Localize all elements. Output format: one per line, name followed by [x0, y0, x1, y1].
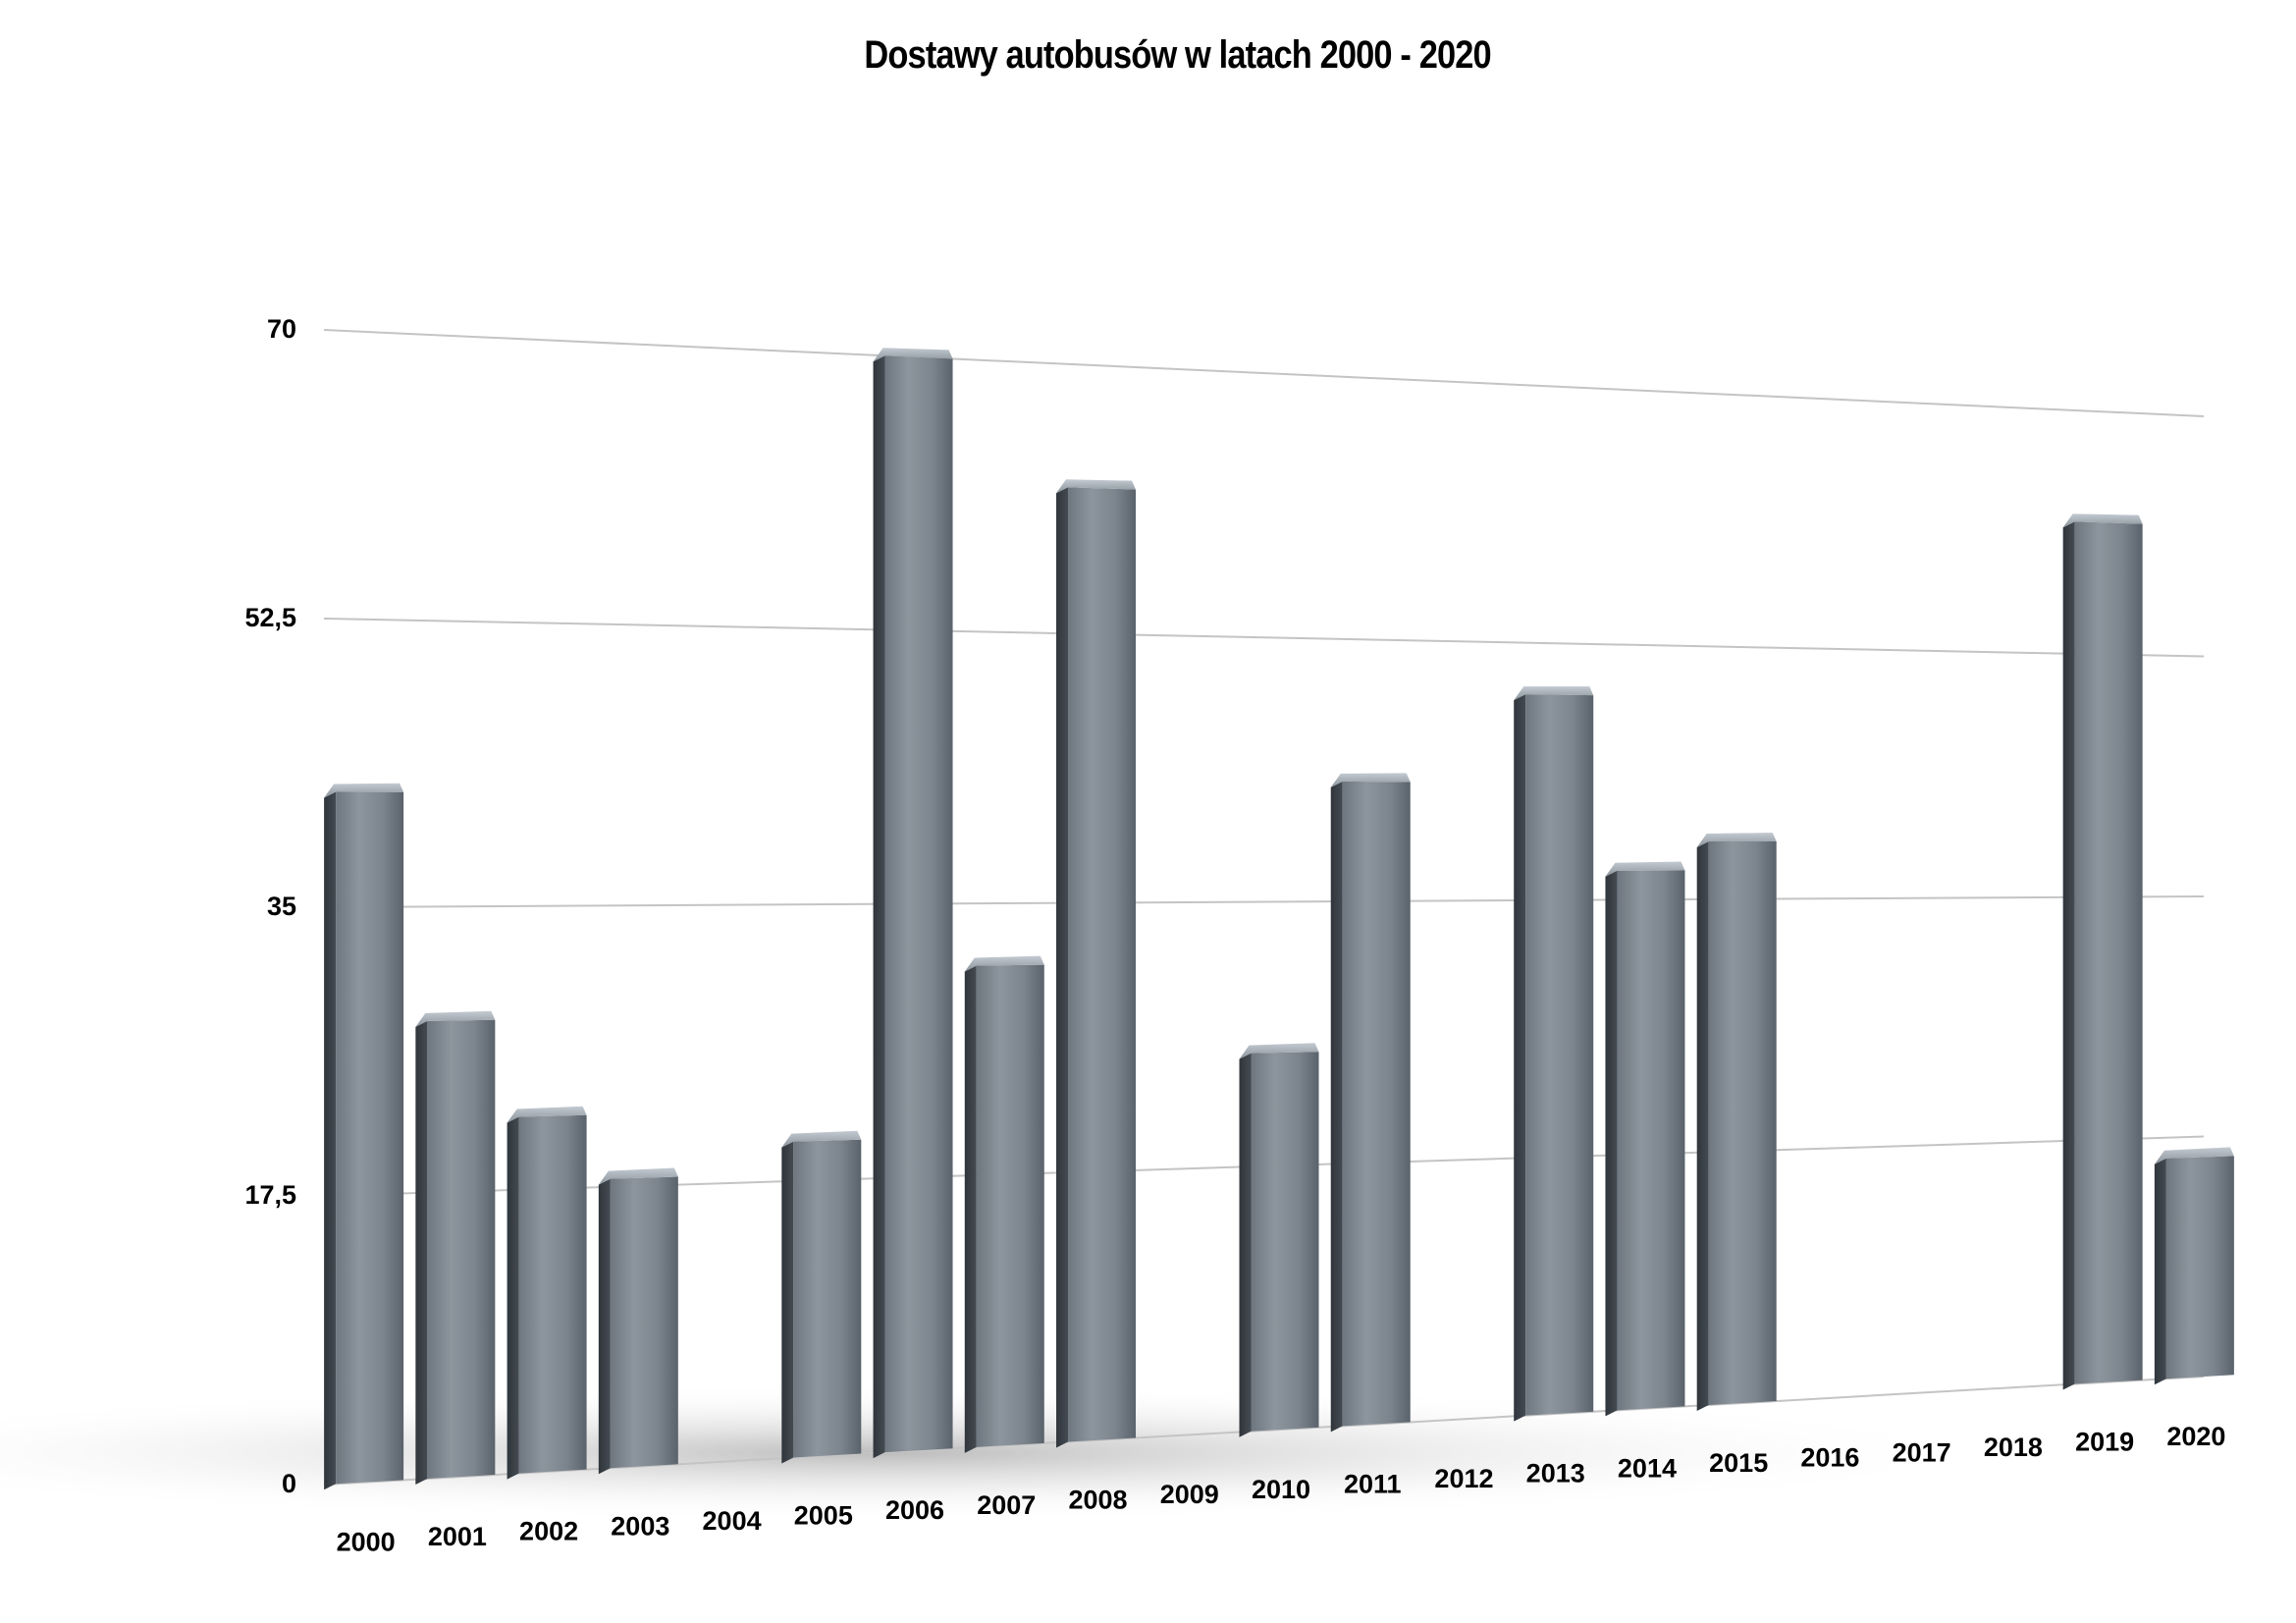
bar	[1514, 686, 1594, 1422]
bar	[324, 783, 404, 1490]
bar-face	[1251, 1052, 1319, 1432]
bar-face	[1617, 870, 1685, 1411]
bar-top	[964, 955, 1044, 972]
bar-top	[1696, 833, 1777, 848]
x-tick-label: 2019	[2075, 1428, 2134, 1457]
gridline	[323, 329, 2205, 417]
bar-top	[873, 348, 953, 362]
bar	[507, 1106, 587, 1480]
x-tick-label: 2012	[1434, 1464, 1493, 1493]
x-tick-label: 2005	[794, 1501, 853, 1531]
bar	[598, 1167, 678, 1475]
bar-face	[1708, 841, 1777, 1405]
bar-face	[1342, 781, 1411, 1427]
x-tick-label: 2017	[1893, 1437, 1951, 1467]
bar	[2154, 1147, 2234, 1385]
gridline	[323, 895, 2205, 908]
bar-side	[964, 965, 977, 1453]
bar-top	[781, 1130, 862, 1148]
bar-top	[324, 783, 404, 798]
x-tick-label: 2007	[977, 1490, 1036, 1520]
bar-side	[1239, 1053, 1252, 1437]
bar	[1239, 1043, 1319, 1437]
x-tick-label: 2002	[519, 1517, 578, 1546]
bar	[1696, 833, 1777, 1411]
bar-side	[1330, 781, 1343, 1433]
x-tick-label: 2011	[1344, 1469, 1402, 1498]
bar-top	[598, 1167, 678, 1185]
bar	[1330, 773, 1411, 1433]
gridline	[323, 618, 2205, 658]
x-tick-label: 2006	[885, 1495, 944, 1525]
bar-face	[1525, 694, 1594, 1416]
bars	[324, 348, 2234, 1490]
bar-face	[2165, 1156, 2234, 1380]
y-tick-label: 35	[267, 892, 296, 921]
bar	[1605, 861, 1685, 1417]
bar-side	[873, 355, 885, 1459]
bar-face	[518, 1114, 587, 1474]
y-tick-label: 0	[282, 1469, 296, 1498]
bar	[1056, 479, 1137, 1448]
x-tick-label: 2010	[1252, 1475, 1310, 1504]
bar-side	[2154, 1158, 2166, 1385]
bar-side	[507, 1116, 519, 1480]
floor-shadow	[0, 1384, 2012, 1522]
x-tick-label: 2000	[337, 1527, 396, 1556]
x-tick-label: 2009	[1160, 1480, 1219, 1509]
bar	[415, 1010, 496, 1485]
bar-top	[2154, 1147, 2234, 1164]
bar	[964, 955, 1044, 1453]
bar-face	[884, 355, 953, 1453]
bar	[873, 348, 953, 1459]
bar	[2062, 514, 2143, 1390]
y-axis: 0 17,5 35 52,5 70	[244, 314, 296, 1498]
chart-title: Dostawy autobusów w latach 2000 - 2020	[864, 33, 1491, 77]
x-axis: 2000 2001 2002 2003 2004 2005 2006 2007 2008 2009…	[337, 1422, 2226, 1556]
x-tick-label: 2003	[611, 1511, 669, 1541]
bar-side	[1696, 841, 1709, 1411]
bar-side	[1056, 487, 1069, 1448]
bar-side	[1605, 870, 1618, 1417]
bar-face	[1068, 487, 1137, 1442]
bar-top	[1605, 861, 1685, 877]
bar-top	[507, 1106, 587, 1123]
bar-top	[2062, 514, 2143, 528]
x-tick-label: 2004	[703, 1506, 762, 1536]
x-tick-label: 2001	[428, 1522, 487, 1551]
bar-face	[610, 1176, 678, 1469]
x-tick-label: 2018	[1984, 1433, 2043, 1462]
x-tick-label: 2008	[1068, 1485, 1127, 1514]
bar-side	[415, 1020, 428, 1485]
bar	[781, 1130, 862, 1464]
x-tick-label: 2014	[1618, 1453, 1677, 1483]
bar-side	[324, 791, 337, 1490]
bar-face	[2074, 521, 2143, 1384]
floor-shadow-ellipse	[0, 1384, 2012, 1522]
bar-top	[1239, 1043, 1319, 1059]
bar-side	[1514, 694, 1526, 1422]
bar-side	[781, 1141, 794, 1464]
bar-top	[1514, 686, 1594, 701]
x-tick-label: 2013	[1526, 1459, 1585, 1488]
y-tick-label: 52,5	[244, 603, 296, 632]
bar-face	[793, 1139, 862, 1458]
y-tick-label: 17,5	[244, 1180, 296, 1210]
bar-face	[976, 964, 1044, 1447]
bar-side	[598, 1178, 611, 1475]
bar-side	[2062, 521, 2075, 1390]
bar-top	[1330, 773, 1411, 787]
x-tick-label: 2020	[2166, 1422, 2225, 1451]
bar-top	[415, 1010, 496, 1027]
x-tick-label: 2015	[1709, 1448, 1768, 1478]
bar-face	[427, 1019, 496, 1479]
bar-face	[336, 791, 404, 1485]
bar-top	[1056, 479, 1137, 494]
x-tick-label: 2016	[1800, 1443, 1859, 1473]
y-tick-label: 70	[267, 314, 296, 344]
